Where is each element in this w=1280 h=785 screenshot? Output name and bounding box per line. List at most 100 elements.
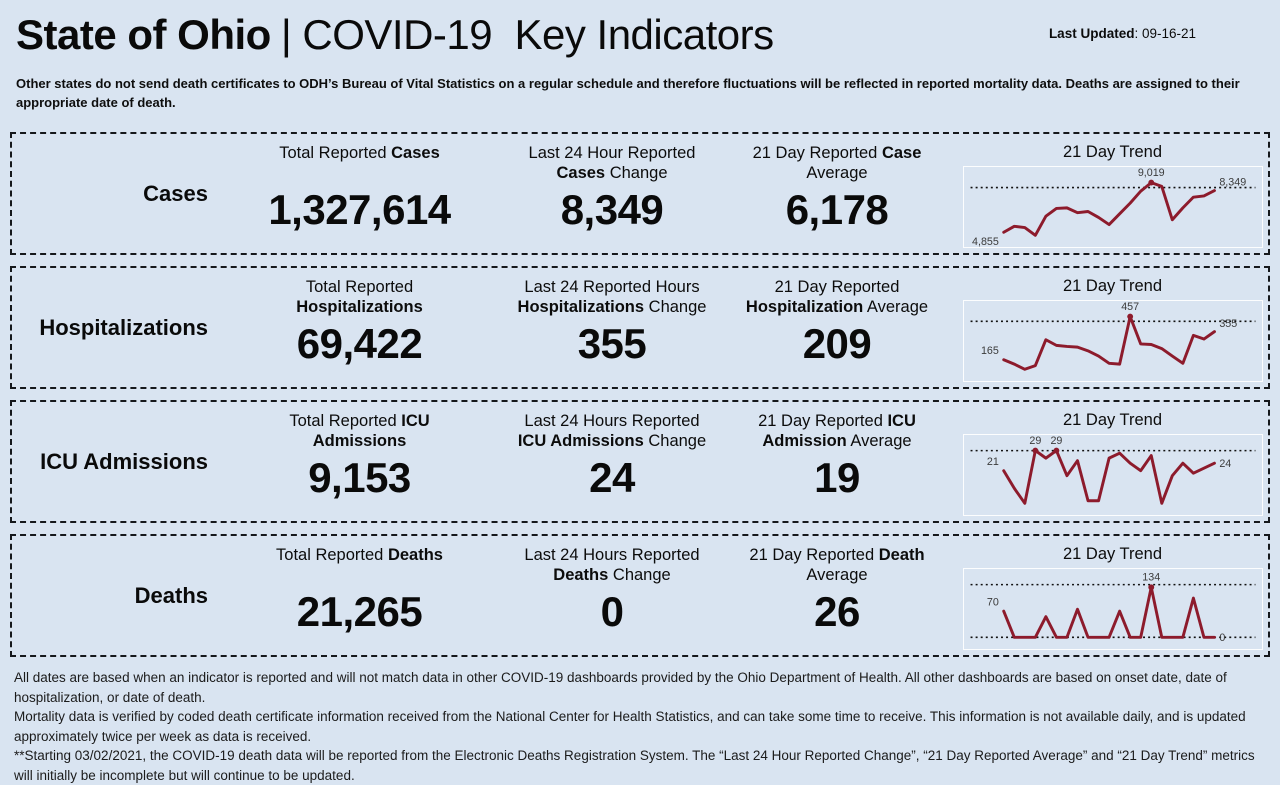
stat-header: Total Reported ICU Admissions (244, 411, 476, 451)
stat-value: 26 (814, 588, 860, 636)
last-updated: Last Updated: 09-16-21 (1049, 26, 1196, 41)
mortality-disclaimer: Other states do not send death certifica… (16, 76, 1240, 111)
stat-header: Last 24 Hours Reported Deaths Change (510, 545, 714, 585)
trend-icu-admissions: 21 Day Trend 29 29 21 24 (957, 402, 1268, 521)
stat-header: Last 24 Hours Reported ICU Admissions Ch… (510, 411, 714, 451)
stat-header-text: Total Reported (305, 278, 414, 297)
stat-header-text: 21 Day Reported (752, 144, 882, 163)
stat-header: Total Reported Hospitalizations (244, 277, 476, 317)
stat-header-text: Total Reported (289, 412, 402, 431)
stat-header-text: Change (605, 164, 668, 183)
row-label-cases: Cases (143, 180, 208, 206)
stat-header-text: Change (644, 298, 707, 317)
stat-value: 9,153 (308, 454, 411, 502)
svg-text:165: 165 (980, 345, 998, 357)
stat-header: 21 Day Reported Case Average (728, 143, 946, 183)
stat-header-emphasis: Cases (556, 164, 606, 183)
stat-header-emphasis: ICU Admission (762, 412, 916, 451)
stat-header: Last 24 Reported Hours Hospitalizations … (510, 277, 714, 317)
dashboard-header: State of Ohio | COVID-19 Key Indicators L… (0, 0, 1280, 57)
stat-header-text: 21 Day Reported (774, 278, 900, 297)
stat-21day-average-deaths: 21 Day Reported Death Average 26 (717, 536, 957, 655)
sparkline-deaths: 134 70 0 (962, 568, 1263, 651)
stat-header-emphasis: ICU Admissions (312, 412, 430, 451)
row-label-hospitalizations: Hospitalizations (39, 314, 208, 340)
stat-value: 69,422 (296, 320, 423, 368)
stat-value: 355 (577, 320, 647, 368)
stat-21day-average-hospitalizations: 21 Day Reported Hospitalization Average … (717, 268, 957, 387)
stat-value: 1,327,614 (268, 186, 451, 234)
stat-value: 0 (600, 588, 624, 636)
stat-header-text: Last 24 Reported Hours (524, 278, 700, 297)
stat-value: 209 (802, 320, 872, 368)
svg-text:0: 0 (1219, 632, 1225, 644)
stat-header-text: Total Reported (279, 144, 392, 163)
stat-header-emphasis: Deaths (553, 566, 609, 585)
stat-header: 21 Day Reported Death Average (728, 545, 946, 585)
stat-24h-change-hospitalizations: Last 24 Reported Hours Hospitalizations … (507, 268, 717, 387)
stat-total-reported-hospitalizations: Total Reported Hospitalizations 69,422 (212, 268, 507, 387)
stat-header-text: Average (806, 164, 868, 183)
stat-header: Total Reported Deaths (276, 545, 443, 585)
stat-header-text: 21 Day Reported (758, 412, 888, 431)
stat-header-text: Change (643, 432, 707, 451)
stat-value: 21,265 (296, 588, 423, 636)
stat-header: 21 Day Reported ICU Admission Average (728, 411, 946, 451)
svg-text:9,019: 9,019 (1137, 167, 1164, 179)
stat-header-text: Change (608, 566, 671, 585)
last-updated-value: : 09-16-21 (1134, 26, 1196, 41)
stat-header: Total Reported Cases (279, 143, 440, 183)
svg-text:29: 29 (1029, 435, 1041, 447)
stat-21day-average-icu: 21 Day Reported ICU Admission Average 19 (717, 402, 957, 521)
trend-hospitalizations: 21 Day Trend 457 165 355 (957, 268, 1268, 387)
stat-total-reported-cases: Total Reported Cases 1,327,614 (212, 134, 507, 253)
svg-text:355: 355 (1219, 318, 1237, 330)
svg-text:29: 29 (1050, 435, 1062, 447)
trend-title: 21 Day Trend (1062, 277, 1163, 296)
stat-header-text: Average (846, 432, 912, 451)
footnote-edrs: **Starting 03/02/2021, the COVID-19 deat… (14, 748, 1255, 783)
footnote-mortality: Mortality data is verified by coded deat… (14, 709, 1246, 744)
page-title: State of Ohio | COVID-19 Key Indicators (16, 12, 1264, 57)
sparkline-cases: 9,019 4,855 8,349 (962, 166, 1263, 249)
stat-header-text: Average (806, 566, 868, 585)
stat-header-emphasis: Deaths (387, 546, 443, 565)
stat-value: 24 (589, 454, 635, 502)
stat-header-text: Total Reported (276, 546, 388, 565)
sparkline-hospitalizations: 457 165 355 (962, 300, 1263, 383)
trend-cases: 21 Day Trend 9,019 4,855 8,349 (957, 134, 1268, 253)
stat-header-emphasis: Hospitalizations (296, 298, 423, 317)
indicator-row-icu-admissions: ICU Admissions Total Reported ICU Admiss… (10, 400, 1270, 524)
stat-header-emphasis: ICU Admissions (517, 432, 644, 451)
stat-header-text: 21 Day Reported (749, 546, 879, 565)
svg-text:8,349: 8,349 (1219, 177, 1246, 189)
stat-total-reported-deaths: Total Reported Deaths 21,265 (212, 536, 507, 655)
stat-total-reported-icu: Total Reported ICU Admissions 9,153 (212, 402, 507, 521)
page-title-subject: | COVID-19 Key Indicators (280, 11, 774, 58)
svg-text:134: 134 (1142, 571, 1160, 583)
stat-header-text: Average (863, 298, 929, 317)
trend-title: 21 Day Trend (1062, 143, 1163, 162)
stat-value: 8,349 (560, 186, 664, 234)
stat-header-text: Last 24 Hour Reported (528, 144, 696, 163)
stat-24h-change-deaths: Last 24 Hours Reported Deaths Change 0 (507, 536, 717, 655)
stat-24h-change-cases: Last 24 Hour Reported Cases Change 8,349 (507, 134, 717, 253)
svg-text:457: 457 (1121, 301, 1139, 313)
sparkline-icu-admissions: 29 29 21 24 (962, 434, 1263, 517)
footnote-dates: All dates are based when an indicator is… (14, 670, 1227, 705)
indicator-row-cases: Cases Total Reported Cases 1,327,614 Las… (10, 132, 1270, 256)
indicator-rows: Cases Total Reported Cases 1,327,614 Las… (10, 132, 1270, 658)
stat-header-text: Last 24 Hours Reported (524, 546, 700, 565)
last-updated-label: Last Updated (1048, 26, 1135, 41)
indicator-row-deaths: Deaths Total Reported Deaths 21,265 Last… (10, 534, 1270, 658)
stat-header-text: Last 24 Hours Reported (524, 412, 700, 431)
svg-text:21: 21 (986, 456, 998, 468)
indicator-row-hospitalizations: Hospitalizations Total Reported Hospital… (10, 266, 1270, 390)
trend-deaths: 21 Day Trend 134 70 0 (957, 536, 1268, 655)
svg-text:70: 70 (986, 596, 998, 608)
svg-text:4,855: 4,855 (972, 236, 999, 248)
stat-21day-average-cases: 21 Day Reported Case Average 6,178 (717, 134, 957, 253)
stat-header-emphasis: Death (878, 546, 925, 565)
stat-value: 19 (814, 454, 860, 502)
stat-header-emphasis: Cases (391, 144, 440, 163)
